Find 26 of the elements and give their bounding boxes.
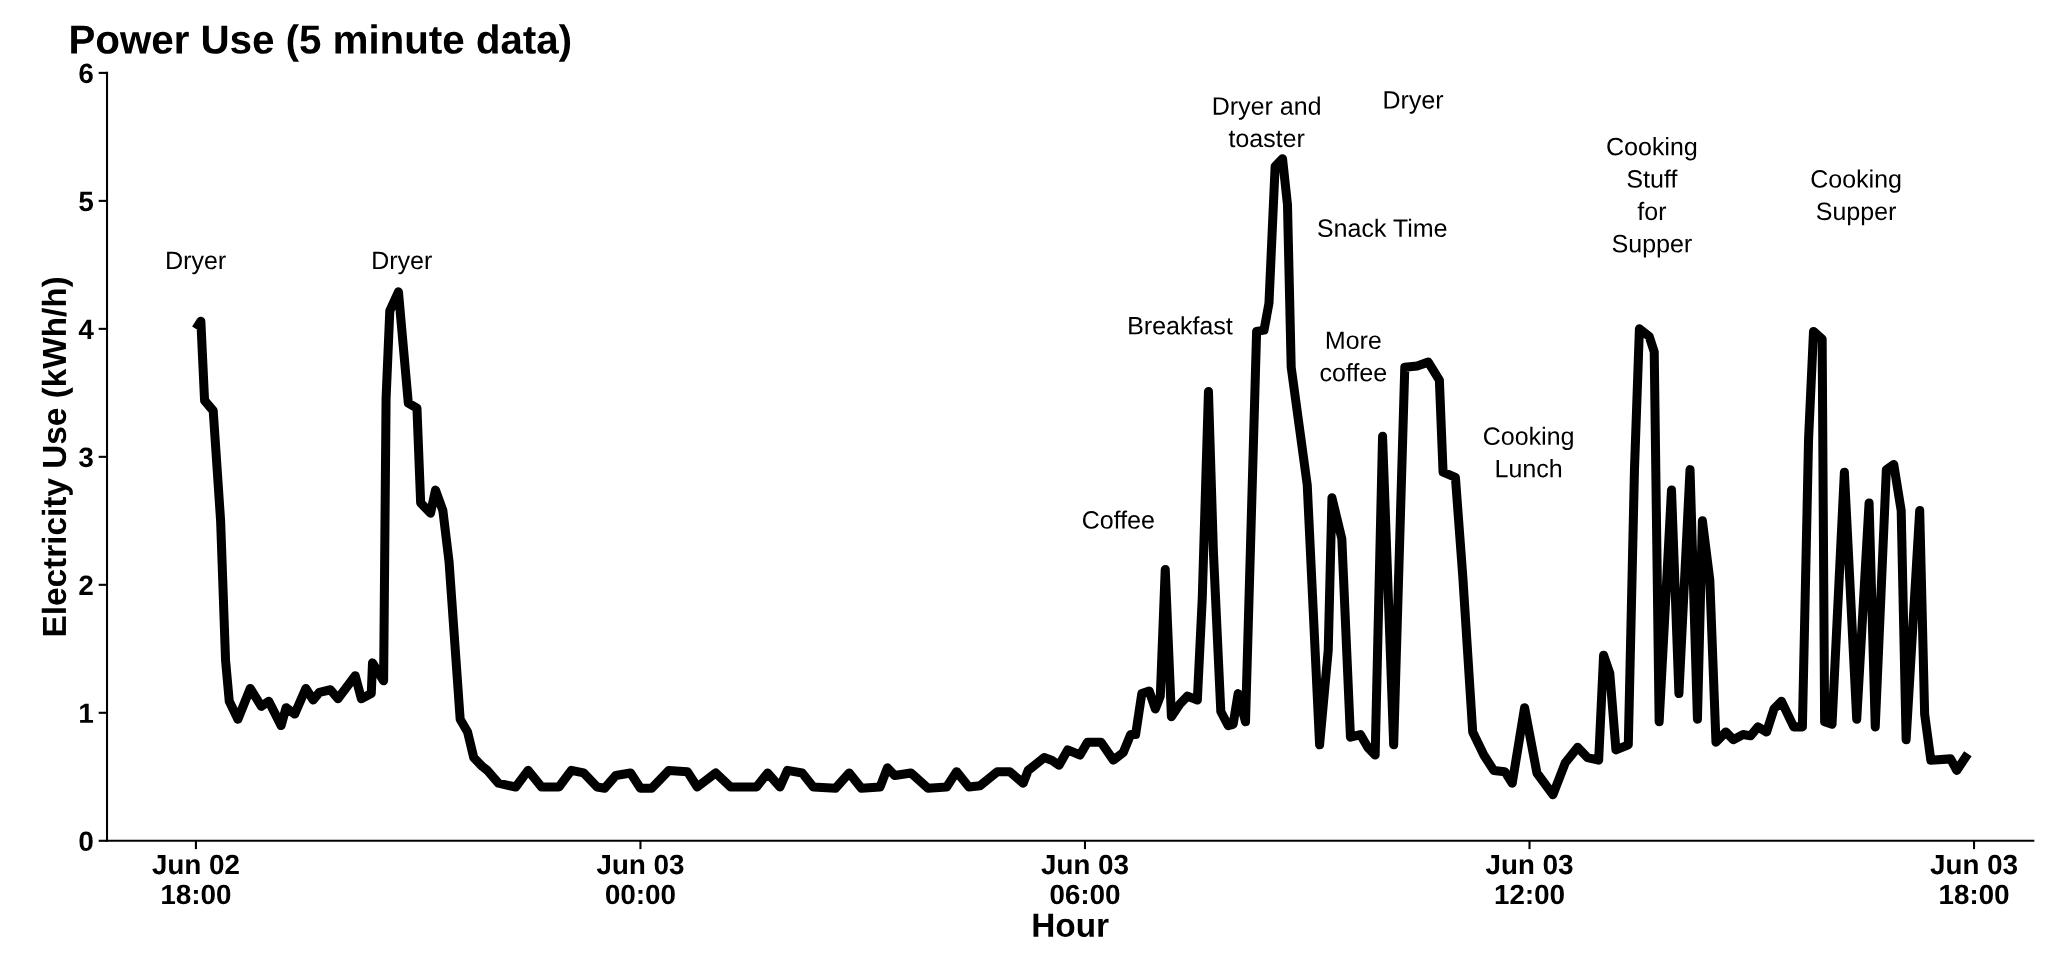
y-tick-label: 5 <box>79 191 94 212</box>
chart-title: Power Use (5 minute data) <box>71 24 571 62</box>
y-axis-title: Electricity Use (kWh/h) <box>41 277 73 636</box>
annotation: Cooking Supper <box>1811 169 1901 226</box>
y-tick-label: 2 <box>79 575 93 595</box>
annotation: Cooking Lunch <box>1484 426 1573 478</box>
x-tick-label: Jun 02 18:00 <box>152 854 239 905</box>
y-tick-label: 4 <box>78 319 94 339</box>
annotation: Cooking Stuff for Supper <box>1607 137 1697 258</box>
x-tick-label: Jun 03 06:00 <box>1041 854 1128 905</box>
y-tick-label: 1 <box>80 703 94 723</box>
annotation: Snack Time <box>1318 218 1447 238</box>
annotation: Breakfast <box>1129 316 1233 335</box>
y-tick-label: 3 <box>79 447 93 468</box>
annotation: Dryer and toaster <box>1213 96 1320 148</box>
annotation: Dryer <box>373 251 432 275</box>
annotation: More coffee <box>1320 331 1387 382</box>
x-axis-title: Hour <box>1033 913 1109 938</box>
annotation: Dryer <box>167 251 226 275</box>
x-tick-label: Jun 03 00:00 <box>596 854 684 905</box>
annotation: Dryer <box>1384 91 1444 114</box>
x-tick-label: Jun 03 12:00 <box>1485 854 1573 905</box>
y-tick-label: 0 <box>79 831 93 852</box>
annotation: Coffee <box>1082 510 1154 529</box>
x-tick-label: Jun 03 18:00 <box>1930 854 2018 905</box>
y-tick-label: 6 <box>79 63 93 84</box>
